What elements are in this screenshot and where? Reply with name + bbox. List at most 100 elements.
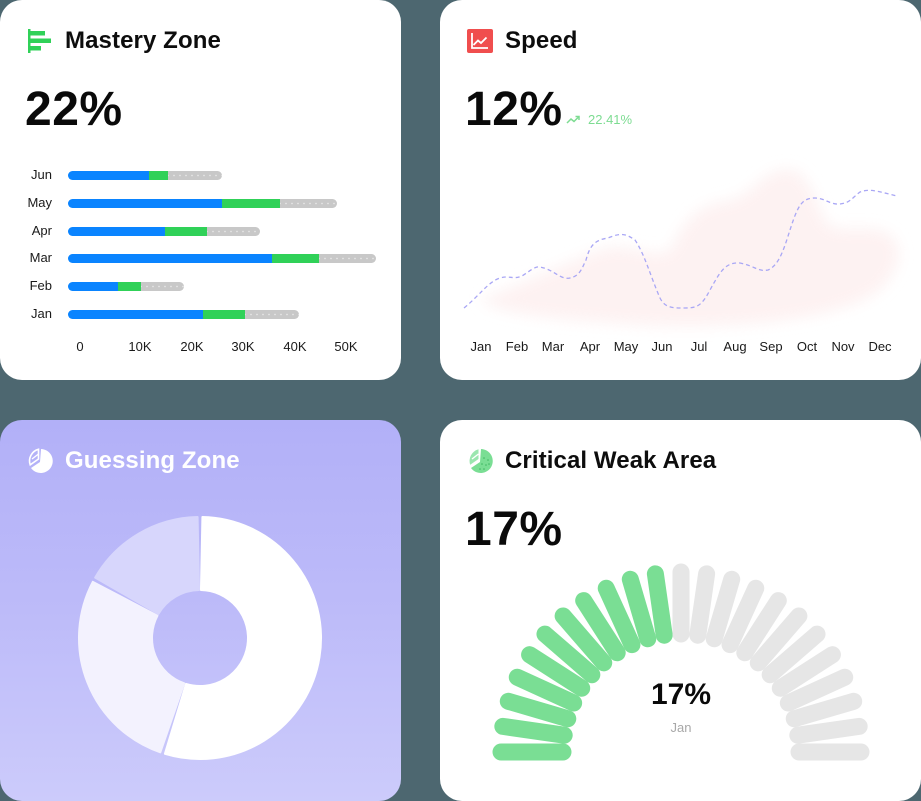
speed-value: 12% [465,83,563,136]
bar-segment-green[interactable] [164,227,208,236]
bar-label: Apr [31,223,52,238]
guessing-zone-card: Guessing Zone [0,420,401,801]
guessing-donut-chart [78,516,322,760]
gauge-segment-filled [494,717,573,744]
gauge-center-caption: Jan [670,720,692,735]
gauge-segment-filled [575,592,626,662]
bar-segment-gray[interactable] [167,171,222,180]
trend-value: 22.41% [588,112,633,127]
gauge-segment-empty [779,668,854,712]
bar-segment-blue[interactable] [68,310,203,319]
gauge-segment-filled [621,570,657,648]
card-title: Mastery Zone [65,27,221,54]
bar-segment-green[interactable] [202,310,246,319]
bar-row: Mar [0,250,401,265]
month-label: Jul [690,339,708,354]
speed-area-background [480,169,899,327]
bar-row: Jan [0,306,401,321]
x-tick-label: 30K [231,339,255,354]
donut-slice[interactable] [94,516,201,616]
gauge-segment-filled [521,646,591,697]
month-label: Dec [868,339,892,354]
bar-segment-blue[interactable] [68,171,149,180]
gauge-segment-filled [646,565,673,644]
card-title: Speed [505,27,578,54]
bar-segment-green[interactable] [271,254,319,263]
gauge-segment-empty [689,565,716,644]
gauge-segment-filled [499,692,577,728]
mastery-header: Mastery Zone [27,27,221,55]
x-tick-label: 50K [334,339,358,354]
month-label: Sep [759,339,783,354]
pie-chart-icon [28,448,53,473]
month-label: May [613,339,639,354]
weak-value: 17% [465,503,563,556]
bar-track [68,310,300,319]
month-label: Jun [651,339,673,354]
gauge-center-value: 17% [650,678,712,711]
bar-segment-green[interactable] [221,199,281,208]
weak-area-gauge [492,563,870,761]
mastery-zone-card: Mastery Zone 22% Jun May Apr Mar Feb Jan 0 10K… [0,0,401,380]
bar-segment-green[interactable] [117,282,142,291]
donut-slice[interactable] [78,580,186,754]
month-label: Mar [541,339,565,354]
speed-dashed-line [463,189,898,309]
line-chart-icon [467,29,493,53]
bar-segment-blue[interactable] [68,282,118,291]
bar-label: May [27,195,52,210]
mastery-value: 22% [25,83,123,136]
bar-chart-icon [28,29,51,53]
bar-segment-gray[interactable] [141,282,184,291]
month-label: Apr [579,339,601,354]
month-label: Oct [796,339,818,354]
month-label: Feb [505,339,529,354]
trend-up-icon [566,115,580,124]
gauge-segment-empty [749,607,808,672]
bar-segment-gray[interactable] [245,310,300,319]
donut-slice[interactable] [163,516,322,760]
gauge-segment-empty [736,592,787,662]
x-tick-label: 20K [180,339,204,354]
gauge-segment-filled [554,607,613,672]
bar-row: Apr [0,223,401,238]
bar-track [68,254,376,263]
bar-segment-blue[interactable] [68,199,222,208]
month-label: Aug [723,339,747,354]
gauge-segment-empty [721,579,765,654]
gauge-segment-filled [536,625,601,684]
bar-segment-green[interactable] [148,171,168,180]
card-title: Guessing Zone [65,447,240,474]
critical-weak-area-card: Critical Weak Area 17% 17% Jan [440,420,921,801]
x-tick-label: 10K [128,339,152,354]
gauge-segment-filled [597,579,641,654]
bar-label: Feb [29,278,52,293]
x-tick-label: 40K [283,339,307,354]
speed-card: Speed 12% 22.41% Jan Feb Mar Apr May Jun Jul Au… [440,0,921,380]
card-title: Critical Weak Area [505,447,717,474]
gauge-segment-empty [785,692,863,728]
gauge-segment-empty [761,625,826,684]
guess-header: Guessing Zone [27,447,240,475]
bar-segment-gray[interactable] [280,199,338,208]
x-tick-label: 0 [76,339,84,354]
bar-segment-blue[interactable] [68,227,165,236]
bar-label: Jan [31,306,52,321]
bar-track [68,171,222,180]
bar-segment-gray[interactable] [318,254,376,263]
bar-track [68,282,184,291]
bar-track [68,199,338,208]
bar-segment-blue[interactable] [68,254,272,263]
speed-line-chart [463,169,899,327]
speed-trend: 22.41% [566,112,632,127]
bar-segment-gray[interactable] [207,227,261,236]
gauge-segment-empty [771,646,841,697]
bar-label: Jun [31,167,52,182]
month-label: Nov [831,339,855,354]
gauge-segment-empty [705,570,741,648]
bar-row: May [0,195,401,210]
gauge-segment-empty [789,717,868,744]
bar-track [68,227,261,236]
bar-row: Feb [0,278,401,293]
weak-header: Critical Weak Area [467,447,716,475]
